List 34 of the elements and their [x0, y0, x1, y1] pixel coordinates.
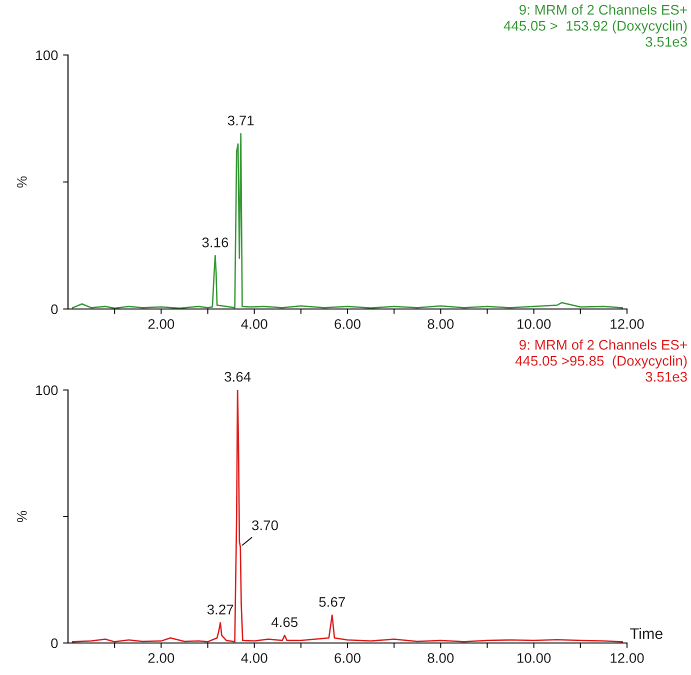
annotation: 5.67	[319, 597, 345, 607]
x-tick-label: 12.00	[610, 319, 644, 329]
annotation: 3.27	[207, 604, 234, 614]
line-series	[72, 133, 624, 309]
x-tick-label: 6.00	[334, 653, 360, 663]
y-tick-label: 0	[51, 638, 58, 648]
x-axis-title: Time	[630, 628, 662, 640]
annotation: 3.71	[228, 116, 254, 126]
chart-subtitle: 445.05 >95.85 (Doxycyclin)	[515, 356, 687, 368]
line-series	[72, 390, 624, 642]
annotation: 4.65	[271, 617, 298, 628]
y-axis-title: %	[17, 510, 27, 522]
annotation: 3.64	[224, 372, 251, 382]
y-tick-label: 100	[36, 50, 58, 60]
x-tick-label: 4.00	[241, 319, 268, 329]
x-tick-label: 2.00	[148, 319, 174, 329]
chart-title: 9: MRM of 2 Channels ES+	[520, 4, 687, 15]
annotation: 3.16	[202, 238, 228, 248]
x-tick-label: 4.00	[241, 653, 268, 663]
x-tick-label: 12.00	[610, 653, 644, 663]
y-tick-label: 0	[51, 304, 58, 314]
x-tick-label: 8.00	[428, 653, 454, 663]
x-tick-label: 6.00	[334, 319, 360, 329]
y-axis-title: %	[17, 176, 27, 188]
x-tick-label: 10.00	[518, 319, 551, 329]
y-tick-label: 100	[36, 385, 58, 396]
x-tick-label: 8.00	[428, 319, 454, 329]
chart-subtitle: 445.05 > 153.92 (Doxycyclin)	[504, 20, 687, 34]
text: 3.51e3	[646, 36, 687, 47]
annotation: 3.70	[252, 520, 278, 530]
x-tick-label: 10.00	[518, 653, 551, 663]
text: 3.51e3	[646, 372, 687, 382]
chart-title: 9: MRM of 2 Channels ES+	[520, 340, 687, 350]
x-tick-label: 2.00	[148, 653, 174, 663]
